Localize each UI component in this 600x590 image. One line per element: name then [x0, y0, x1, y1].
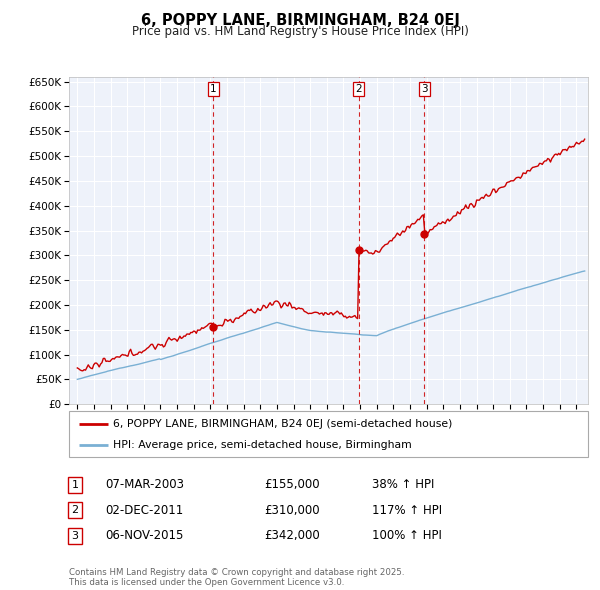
Text: £155,000: £155,000 — [264, 478, 320, 491]
Text: 100% ↑ HPI: 100% ↑ HPI — [372, 529, 442, 542]
Text: £310,000: £310,000 — [264, 504, 320, 517]
Text: 3: 3 — [71, 531, 79, 540]
Text: 6, POPPY LANE, BIRMINGHAM, B24 0EJ (semi-detached house): 6, POPPY LANE, BIRMINGHAM, B24 0EJ (semi… — [113, 419, 452, 429]
Text: 07-MAR-2003: 07-MAR-2003 — [105, 478, 184, 491]
Text: HPI: Average price, semi-detached house, Birmingham: HPI: Average price, semi-detached house,… — [113, 440, 412, 450]
Text: Price paid vs. HM Land Registry's House Price Index (HPI): Price paid vs. HM Land Registry's House … — [131, 25, 469, 38]
Text: 02-DEC-2011: 02-DEC-2011 — [105, 504, 183, 517]
Text: 2: 2 — [355, 84, 362, 94]
Text: 117% ↑ HPI: 117% ↑ HPI — [372, 504, 442, 517]
Text: 6, POPPY LANE, BIRMINGHAM, B24 0EJ: 6, POPPY LANE, BIRMINGHAM, B24 0EJ — [140, 13, 460, 28]
Text: 1: 1 — [210, 84, 217, 94]
Text: Contains HM Land Registry data © Crown copyright and database right 2025.
This d: Contains HM Land Registry data © Crown c… — [69, 568, 404, 587]
Text: 2: 2 — [71, 506, 79, 515]
Text: £342,000: £342,000 — [264, 529, 320, 542]
Text: 38% ↑ HPI: 38% ↑ HPI — [372, 478, 434, 491]
Text: 1: 1 — [71, 480, 79, 490]
Text: 3: 3 — [421, 84, 427, 94]
Text: 06-NOV-2015: 06-NOV-2015 — [105, 529, 184, 542]
